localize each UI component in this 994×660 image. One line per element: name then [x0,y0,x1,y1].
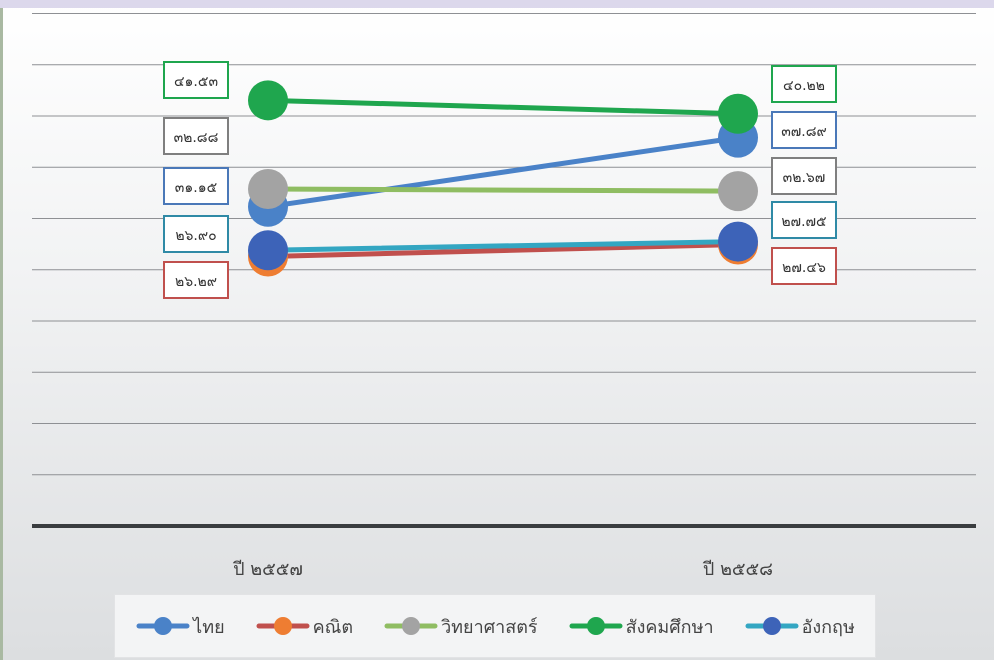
x-tick-label: ปี ๒๕๕๗ [233,559,303,580]
legend-item: คณิต [255,612,353,641]
data-label-text: ๓๒.๖๗ [783,170,826,186]
series-line [265,242,741,260]
data-label-text: ๒๗.๔๖ [782,260,826,276]
left-edge [0,8,3,660]
legend-label: วิทยาศาสตร์ [441,616,538,638]
legend-label: อังกฤษ [801,616,855,638]
series-line [265,186,741,194]
legend-item: วิทยาศาสตร์ [383,612,538,641]
data-label-box [163,61,229,99]
data-point [248,168,288,209]
data-label-box [771,65,837,103]
data-label-box [163,261,229,299]
data-label-text: ๒๗.๗๕ [781,214,826,230]
data-label: ๔๐.๒๒ [771,65,837,103]
data-label: ๓๒.๘๘ [163,117,229,155]
legend-label: สังคมศึกษา [625,616,714,638]
data-point [718,221,758,262]
legend-swatch [136,617,190,635]
legend-swatch [569,617,623,635]
data-label: ๓๑.๑๕ [163,167,229,205]
data-point [718,93,758,134]
data-label-text: ๓๑.๑๕ [175,180,217,196]
legend-item: ไทย [135,612,225,641]
x-tick-label: ปี ๒๕๕๘ [703,559,773,580]
data-label-text: ๓๗.๘๙ [781,124,827,140]
data-label: ๓๗.๘๙ [771,111,837,149]
data-label-text: ๓๒.๘๘ [174,130,219,146]
data-label: ๔๑.๕๓ [163,61,229,99]
data-point [248,230,288,271]
legend: ไทย คณิต วิทยาศาสตร์ สังคมศึกษา อังกฤษ [114,594,876,658]
data-label: ๓๒.๖๗ [771,157,837,195]
data-label-box [163,167,229,205]
legend-swatch [384,617,438,635]
series-line [265,135,741,210]
legend-swatch [745,617,799,635]
data-label-box [771,247,837,285]
data-label-box [771,201,837,239]
data-label: ๒๖.๙๐ [163,215,229,253]
legend-label: คณิต [312,616,354,638]
series-line [265,97,741,117]
legend-item: อังกฤษ [744,612,855,641]
series-markers [248,80,758,277]
legend-label: ไทย [193,616,225,638]
data-label-text: ๔๑.๕๓ [174,74,218,90]
data-label: ๒๖.๒๙ [163,261,229,299]
data-label-box [163,117,229,155]
data-label-box [771,157,837,195]
data-label-text: ๒๖.๒๙ [175,274,217,290]
data-point [718,171,758,212]
data-label-text: ๒๖.๙๐ [175,228,216,244]
series-line [265,239,741,253]
data-label-text: ๔๐.๒๒ [783,78,825,94]
legend-item: สังคมศึกษา [568,612,714,641]
legend-swatch [256,617,310,635]
data-point [248,80,288,121]
data-label: ๒๗.๔๖ [771,247,837,285]
series-lines [265,97,741,260]
data-label: ๒๗.๗๕ [771,201,837,239]
data-label-box [163,215,229,253]
data-label-box [771,111,837,149]
top-band [0,0,994,8]
